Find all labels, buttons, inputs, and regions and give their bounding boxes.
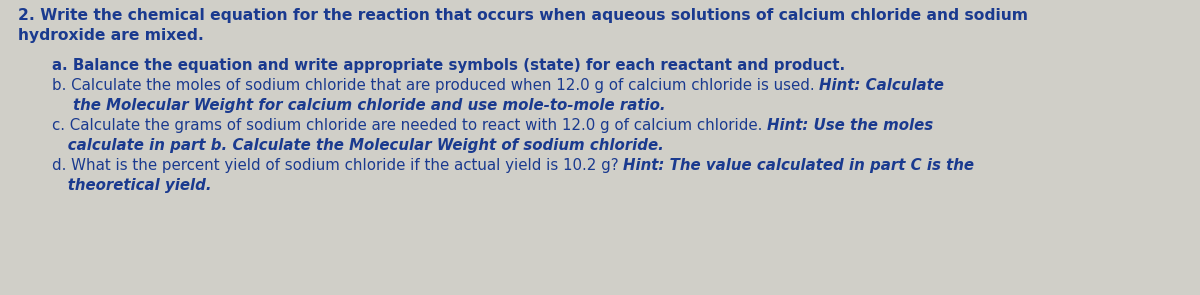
Text: 2. Write the chemical equation for the reaction that occurs when aqueous solutio: 2. Write the chemical equation for the r… (18, 8, 1028, 23)
Text: the Molecular Weight for calcium chloride and use mole-to-mole ratio.: the Molecular Weight for calcium chlorid… (52, 98, 666, 113)
Text: b. Calculate the moles of sodium chloride that are produced when 12.0 g of calci: b. Calculate the moles of sodium chlorid… (52, 78, 820, 93)
Text: Hint: Calculate: Hint: Calculate (820, 78, 944, 93)
Text: Hint: Use the moles: Hint: Use the moles (767, 118, 934, 133)
Text: d. What is the percent yield of sodium chloride if the actual yield is 10.2 g?: d. What is the percent yield of sodium c… (52, 158, 623, 173)
Text: theoretical yield.: theoretical yield. (52, 178, 211, 193)
Text: a. Balance the equation and write appropriate symbols (state) for each reactant : a. Balance the equation and write approp… (52, 58, 845, 73)
Text: c. Calculate the grams of sodium chloride are needed to react with 12.0 g of cal: c. Calculate the grams of sodium chlorid… (52, 118, 767, 133)
Text: calculate in part b. Calculate the Molecular Weight of sodium chloride.: calculate in part b. Calculate the Molec… (52, 138, 664, 153)
Text: hydroxide are mixed.: hydroxide are mixed. (18, 28, 204, 43)
Text: Hint: The value calculated in part C is the: Hint: The value calculated in part C is … (623, 158, 974, 173)
